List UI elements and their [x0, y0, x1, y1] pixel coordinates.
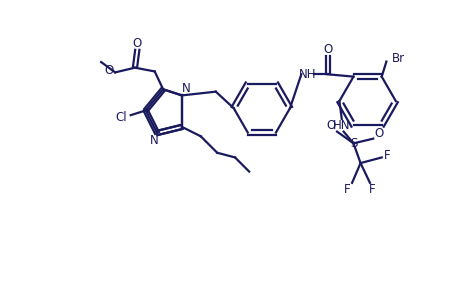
Text: O: O [104, 64, 113, 77]
Text: O: O [133, 37, 142, 50]
Text: S: S [350, 137, 357, 150]
Text: O: O [323, 43, 332, 56]
Text: O: O [327, 120, 336, 133]
Text: Br: Br [392, 52, 405, 65]
Text: O: O [374, 127, 384, 140]
Text: N: N [150, 134, 159, 147]
Text: F: F [384, 149, 391, 162]
Text: HN: HN [333, 119, 351, 132]
Text: N: N [182, 82, 191, 95]
Text: F: F [344, 183, 351, 196]
Text: F: F [369, 183, 375, 196]
Text: NH: NH [299, 68, 317, 81]
Text: Cl: Cl [116, 111, 127, 124]
